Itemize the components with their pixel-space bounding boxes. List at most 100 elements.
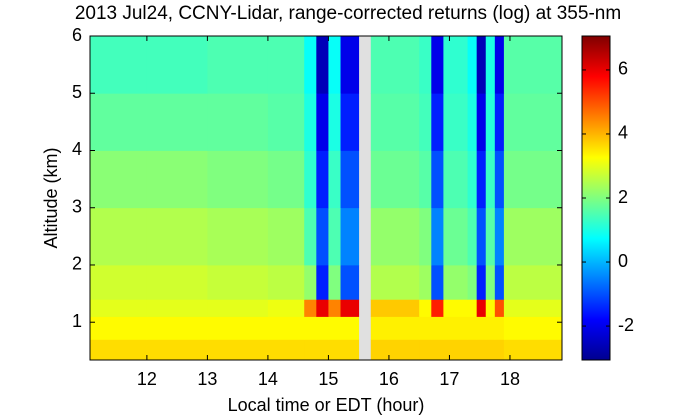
heatmap-cell	[467, 316, 478, 340]
heatmap-cell	[467, 93, 478, 151]
heatmap-cell	[443, 299, 468, 317]
x-tick-label: 14	[258, 369, 278, 389]
heatmap-cell	[419, 339, 432, 361]
y-tick-label: 5	[72, 82, 82, 102]
heatmap-cell	[340, 316, 360, 340]
heatmap-cell	[476, 316, 487, 340]
heatmap-cell	[267, 299, 305, 317]
heatmap-cell	[304, 150, 317, 209]
heatmap-cell	[370, 150, 420, 209]
heatmap-cell	[267, 150, 305, 209]
heatmap-cell	[316, 316, 329, 340]
heatmap-cell	[467, 264, 478, 300]
heatmap-cell	[304, 316, 317, 340]
heatmap-cell	[503, 93, 563, 151]
heatmap-cell	[340, 93, 360, 151]
heatmap-cell	[146, 150, 208, 209]
heatmap-cell	[419, 264, 432, 300]
colorbar-tick-label: 4	[618, 123, 628, 143]
heatmap-cell	[443, 316, 468, 340]
heatmap-cell	[328, 93, 341, 151]
heatmap-cell	[90, 93, 148, 151]
heatmap-cell	[485, 299, 496, 317]
heatmap-cell	[503, 316, 563, 340]
heatmap-cell	[503, 299, 563, 317]
y-tick-label: 1	[72, 311, 82, 331]
heatmap-cell	[443, 93, 468, 151]
heatmap-cell	[207, 207, 269, 266]
heatmap-cell	[443, 339, 468, 361]
heatmap-cell	[316, 264, 329, 300]
heatmap-cell	[328, 150, 341, 209]
heatmap-cell	[207, 36, 269, 94]
heatmap-cell	[316, 207, 329, 266]
heatmap-cell	[370, 93, 420, 151]
heatmap-cell	[476, 299, 487, 317]
heatmap-cell	[304, 264, 317, 300]
heatmap-cell	[419, 93, 432, 151]
heatmap-cell	[267, 316, 305, 340]
heatmap-cell	[328, 207, 341, 266]
heatmap-cell	[340, 207, 360, 266]
heatmap-cell	[476, 264, 487, 300]
heatmap-cell	[316, 36, 329, 94]
heatmap-cell	[328, 339, 341, 361]
heatmap-cell	[467, 36, 478, 94]
heatmap-cell	[146, 299, 208, 317]
heatmap-cell	[443, 150, 468, 209]
heatmap-cell	[467, 207, 478, 266]
heatmap-cell	[494, 207, 505, 266]
heatmap-cell	[485, 36, 496, 94]
chart-title: 2013 Jul24, CCNY-Lidar, range-corrected …	[75, 3, 621, 24]
heatmap-cell	[494, 150, 505, 209]
heatmap-cell	[304, 339, 317, 361]
heatmap-cell	[419, 299, 432, 317]
heatmap-cell	[419, 316, 432, 340]
heatmap-cell	[485, 93, 496, 151]
heatmap-cell	[90, 150, 148, 209]
heatmap-cell	[370, 299, 420, 317]
heatmap-cell	[431, 316, 444, 340]
heatmap-cell	[90, 36, 148, 94]
heatmap-cell	[431, 150, 444, 209]
heatmap-cell	[419, 207, 432, 266]
heatmap-cell	[431, 207, 444, 266]
heatmap-cell	[328, 299, 341, 317]
heatmap-cell	[90, 207, 148, 266]
heatmap-cell	[207, 264, 269, 300]
heatmap-cell	[370, 316, 420, 340]
heatmap-cell	[476, 93, 487, 151]
heatmap-cell	[207, 150, 269, 209]
heatmap-cell	[467, 150, 478, 209]
heatmap-cell	[419, 36, 432, 94]
heatmap-cell	[146, 93, 208, 151]
heatmap-cell	[494, 316, 505, 340]
heatmap-cell	[370, 207, 420, 266]
heatmap-cell	[90, 316, 148, 340]
heatmap-cell	[146, 207, 208, 266]
heatmap-cell	[443, 207, 468, 266]
heatmap-cell	[328, 316, 341, 340]
heatmap-cell	[370, 339, 420, 361]
heatmap-cell	[90, 339, 148, 361]
colorbar-tick-label: 0	[618, 251, 628, 271]
heatmap-cell	[485, 207, 496, 266]
heatmap-cell	[207, 93, 269, 151]
heatmap-cell	[146, 36, 208, 94]
heatmap-cell	[503, 150, 563, 209]
heatmap-cell	[316, 339, 329, 361]
heatmap-cell	[304, 299, 317, 317]
heatmap-cell	[431, 93, 444, 151]
heatmap-cell	[340, 150, 360, 209]
heatmap-cell	[503, 207, 563, 266]
heatmap-cell	[485, 264, 496, 300]
heatmap-cell	[90, 264, 148, 300]
colorbar-tick-label: 6	[618, 59, 628, 79]
y-axis-label: Altitude (km)	[41, 147, 61, 248]
x-tick-label: 12	[137, 369, 157, 389]
heatmap-cell	[476, 36, 487, 94]
heatmap-cell	[328, 36, 341, 94]
heatmap-cell	[340, 264, 360, 300]
x-tick-label: 13	[197, 369, 217, 389]
